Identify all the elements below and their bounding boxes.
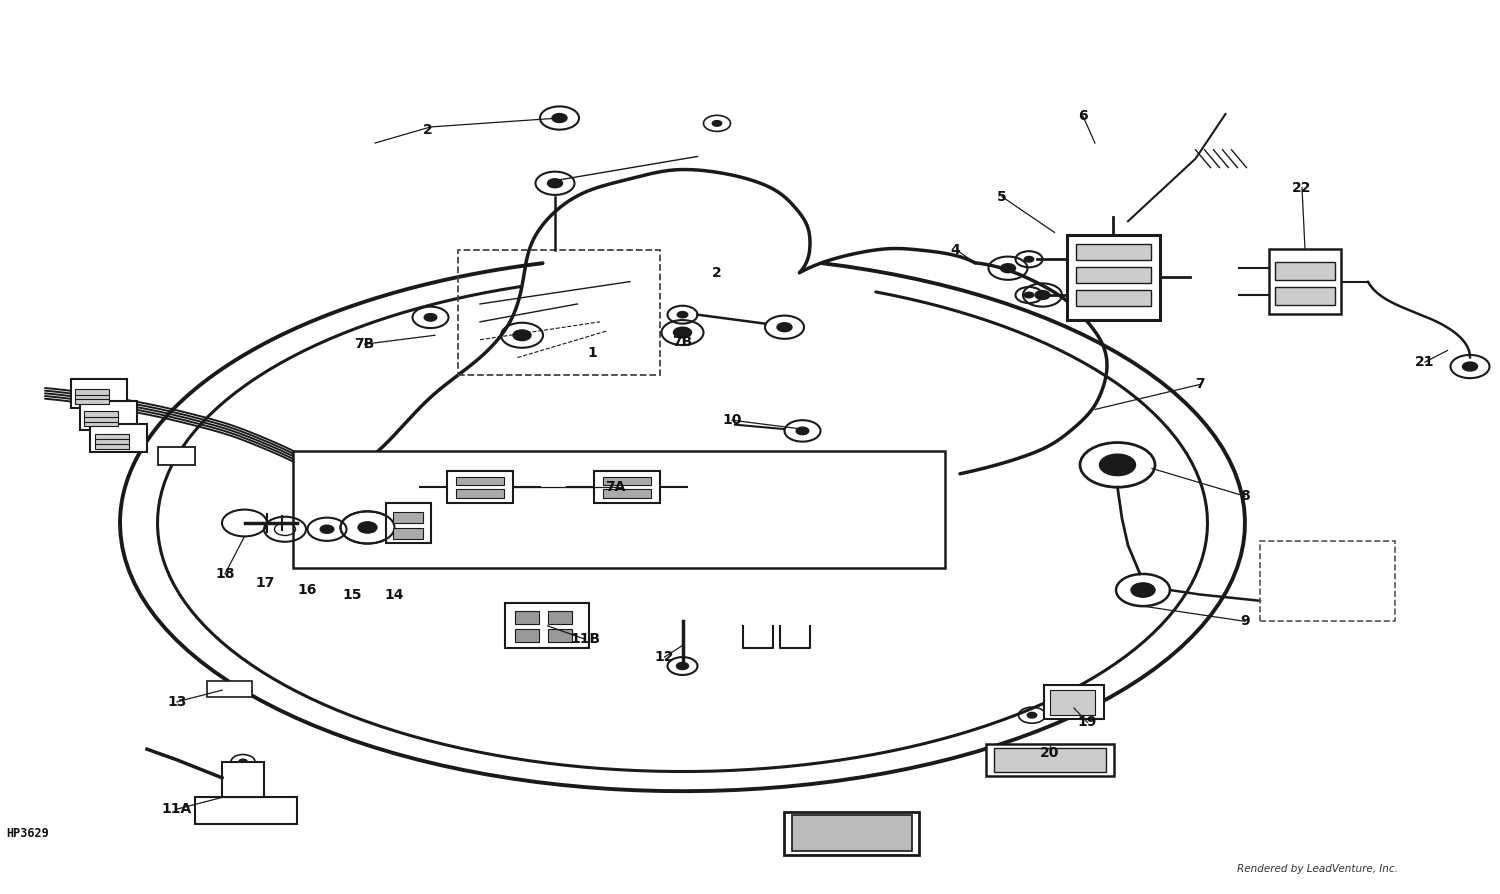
Bar	[1076, 291, 1150, 306]
Text: 11A: 11A	[162, 802, 192, 816]
Circle shape	[424, 314, 436, 321]
Bar	[94, 434, 129, 439]
Bar	[393, 512, 423, 523]
Text: 17: 17	[256, 576, 274, 590]
Bar	[84, 416, 118, 422]
Text: 13: 13	[168, 695, 186, 709]
Bar	[90, 424, 147, 452]
Circle shape	[513, 330, 531, 341]
Circle shape	[320, 525, 334, 534]
Circle shape	[1035, 291, 1050, 299]
Bar	[1269, 249, 1341, 314]
Text: 20: 20	[1041, 746, 1059, 760]
Circle shape	[712, 121, 722, 126]
Bar	[158, 447, 195, 465]
Text: 19: 19	[1078, 715, 1096, 730]
Circle shape	[1131, 583, 1155, 597]
Bar	[993, 747, 1106, 772]
Circle shape	[1028, 713, 1036, 718]
Bar	[70, 379, 128, 408]
Bar	[195, 797, 297, 824]
Bar	[792, 815, 912, 851]
Bar	[1275, 262, 1335, 280]
Bar	[987, 744, 1113, 775]
Bar	[1076, 244, 1150, 259]
Bar	[393, 528, 423, 539]
Bar	[603, 489, 651, 498]
Text: 8: 8	[1240, 489, 1250, 503]
Text: 7A: 7A	[604, 480, 625, 494]
Text: 14: 14	[384, 587, 405, 602]
Text: 4: 4	[951, 243, 960, 257]
Bar	[447, 471, 513, 503]
Bar	[84, 411, 118, 417]
Circle shape	[238, 759, 248, 764]
Bar	[1050, 690, 1095, 715]
Bar	[222, 762, 264, 797]
Circle shape	[678, 312, 687, 318]
Circle shape	[1100, 454, 1136, 476]
Circle shape	[552, 114, 567, 122]
Bar	[603, 477, 651, 485]
Bar	[456, 489, 504, 498]
Bar	[594, 471, 660, 503]
Text: 22: 22	[1292, 181, 1311, 195]
Bar	[458, 250, 660, 375]
Circle shape	[358, 522, 376, 533]
Bar	[94, 443, 129, 449]
Bar	[386, 503, 430, 543]
Bar	[514, 629, 538, 642]
Text: 16: 16	[298, 583, 316, 597]
Text: 12: 12	[654, 650, 675, 664]
Bar	[548, 611, 572, 624]
Text: Rendered by LeadVenture, Inc.: Rendered by LeadVenture, Inc.	[1238, 864, 1398, 874]
Circle shape	[1000, 264, 1016, 273]
Bar	[94, 438, 129, 444]
Bar	[506, 603, 590, 648]
Bar	[75, 399, 109, 404]
Circle shape	[237, 779, 249, 786]
Circle shape	[796, 427, 808, 434]
Bar	[1275, 287, 1335, 305]
Text: 18: 18	[216, 567, 234, 581]
Bar	[75, 393, 109, 400]
Text: LEADVENTURE: LEADVENTURE	[538, 488, 902, 531]
Text: 21: 21	[1416, 355, 1434, 369]
Text: 5: 5	[998, 190, 1006, 204]
Bar	[1066, 235, 1160, 320]
Circle shape	[210, 809, 216, 813]
Circle shape	[777, 323, 792, 332]
Bar	[548, 629, 572, 642]
Bar	[514, 611, 538, 624]
Bar	[80, 401, 136, 430]
Bar	[456, 477, 504, 485]
Text: 10: 10	[723, 413, 741, 427]
Circle shape	[676, 662, 688, 670]
Text: 7B: 7B	[354, 337, 375, 351]
Text: HP3629: HP3629	[6, 827, 48, 840]
Text: 2: 2	[423, 122, 432, 137]
Bar	[784, 812, 920, 855]
Text: 7B: 7B	[672, 334, 693, 349]
Bar	[1260, 541, 1395, 621]
Text: 6: 6	[1078, 109, 1088, 123]
Bar	[84, 421, 118, 426]
Text: 9: 9	[1240, 614, 1250, 628]
Circle shape	[1024, 292, 1033, 298]
Circle shape	[279, 809, 285, 813]
Circle shape	[674, 327, 692, 338]
Bar	[207, 681, 252, 697]
Text: 15: 15	[342, 587, 363, 602]
Text: 7: 7	[1196, 377, 1204, 392]
Bar	[292, 451, 945, 568]
Text: 2: 2	[712, 266, 722, 280]
Bar	[1076, 267, 1150, 283]
Text: 1: 1	[588, 346, 597, 360]
Circle shape	[1024, 257, 1033, 262]
Text: 11B: 11B	[570, 632, 600, 646]
Circle shape	[548, 179, 562, 188]
Circle shape	[1462, 362, 1478, 371]
Bar	[1044, 685, 1104, 719]
Bar	[75, 389, 109, 394]
